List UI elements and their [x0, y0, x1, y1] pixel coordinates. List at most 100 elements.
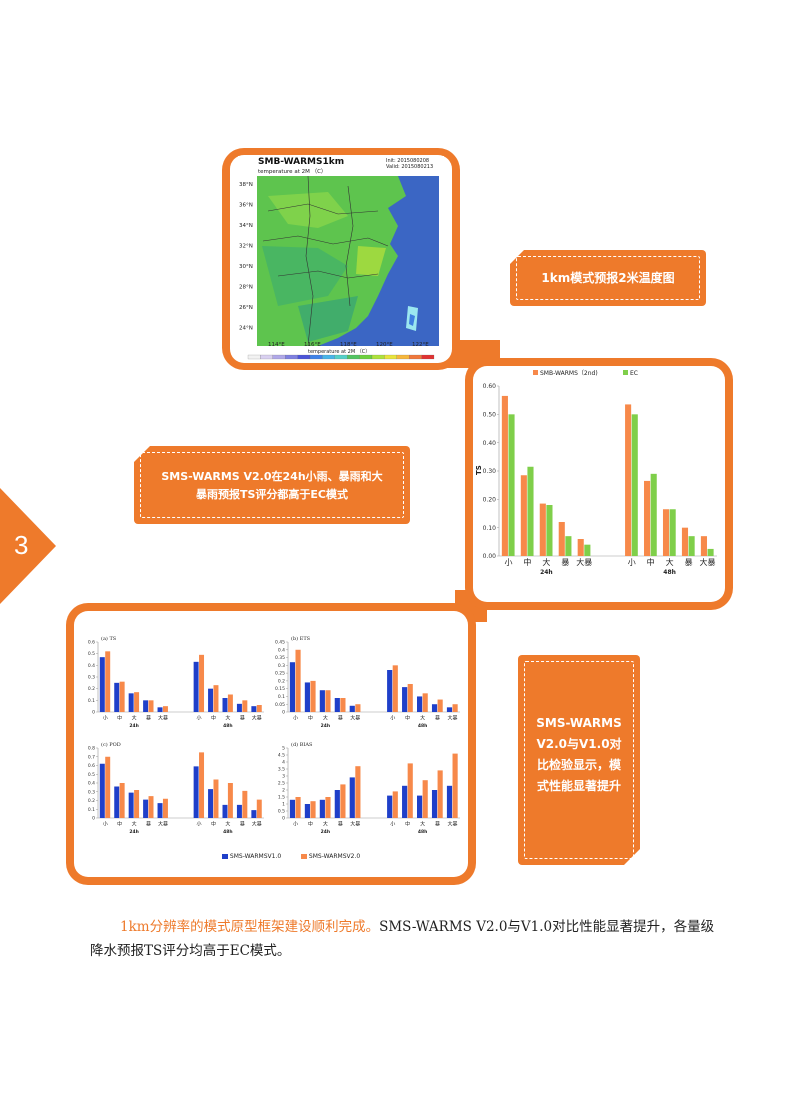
panel-title: (d) BIAS: [291, 741, 313, 748]
x-tick-label: 小: [504, 558, 512, 567]
y-tick-label: 0.2: [278, 678, 285, 684]
y-tick-label: 3: [282, 774, 285, 780]
bar: [213, 779, 219, 818]
map-lon-label: 120°E: [376, 342, 393, 348]
legend-label: EC: [630, 370, 638, 377]
bar: [256, 705, 262, 712]
bar: [227, 783, 233, 818]
y-tick-label: 0.4: [278, 647, 285, 653]
bar: [700, 536, 707, 556]
colorbar-swatch: [421, 354, 435, 360]
colorbar-swatch: [272, 354, 286, 360]
bar: [310, 680, 316, 712]
bar: [162, 798, 168, 818]
x-tick-label: 大: [323, 821, 328, 828]
x-tick-label: 大: [323, 715, 328, 722]
colorbar-swatch: [247, 354, 261, 360]
x-tick-label: 暴: [338, 715, 343, 722]
bar: [193, 661, 199, 712]
bar: [431, 790, 438, 818]
y-tick-label: 5: [282, 746, 285, 752]
bar: [452, 753, 458, 818]
map-caption-box: 1km模式预报2米温度图: [510, 250, 706, 306]
bar: [707, 548, 714, 556]
bar: [417, 696, 423, 712]
bar: [431, 704, 438, 712]
legend-v1-label: SMS-WARMSV1.0: [229, 853, 282, 860]
map-lat-label: 28°N: [239, 285, 253, 291]
colorbar-swatch: [285, 354, 298, 360]
x-tick-label: 大: [132, 821, 137, 828]
y-tick-label: 0.20: [483, 496, 497, 503]
colorbar-swatch: [409, 354, 422, 360]
summary-highlight: 1km分辨率的模式原型框架建设顺利完成。: [120, 919, 380, 935]
bar: [650, 473, 657, 556]
y-tick-label: 0: [282, 710, 285, 716]
legend-v2-label: SMS-WARMSV2.0: [308, 853, 361, 860]
y-tick-label: 0.35: [275, 655, 285, 661]
y-tick-label: 0: [282, 816, 285, 822]
map-valid: Valid: 2015080213: [386, 164, 433, 170]
group-label: 48h: [418, 723, 427, 729]
x-tick-label: 大暴: [252, 821, 262, 828]
map-bottom-label: temperature at 2M （C）: [308, 349, 370, 355]
x-tick-label: 小: [103, 715, 108, 722]
bar: [392, 665, 398, 712]
bar: [355, 766, 361, 818]
bar: [577, 539, 584, 556]
x-tick-label: 暴: [146, 821, 151, 828]
bar: [681, 527, 689, 556]
bar: [539, 503, 546, 556]
y-tick-label: 0.05: [275, 702, 285, 708]
y-tick-label: 0.45: [275, 640, 285, 646]
group-label: 48h: [223, 829, 232, 835]
bar: [105, 651, 111, 712]
bar: [319, 690, 325, 712]
group-label: 48h: [663, 569, 676, 576]
bar: [688, 536, 695, 556]
legend-v2-swatch: [301, 854, 307, 859]
bar: [295, 649, 301, 712]
x-tick-label: 小: [390, 715, 395, 722]
y-tick-label: 1.5: [278, 795, 285, 801]
x-tick-label: 小: [197, 715, 202, 722]
map-lat-label: 30°N: [239, 264, 253, 270]
temperature-map: SMB-WARMS1km Init: 2015080208 Valid: 201…: [238, 156, 444, 360]
comparison-legend: SMS-WARMSV1.0 SMS-WARMSV2.0: [222, 853, 360, 860]
panel-ets: 00.050.10.150.20.250.30.350.40.45小中大暴大暴小…: [275, 635, 460, 729]
y-tick-label: 0.8: [88, 746, 95, 752]
map-lat-label: 24°N: [239, 326, 253, 332]
colorbar-swatch: [334, 354, 348, 360]
comparison-frame: [66, 603, 476, 885]
bar: [143, 799, 149, 818]
bar: [256, 799, 262, 818]
map-lon-label: 116°E: [304, 342, 321, 348]
map-lat-label: 38°N: [239, 182, 253, 188]
bar: [387, 795, 393, 818]
y-tick-label: 0: [92, 816, 95, 822]
colorbar-swatch: [297, 354, 311, 360]
x-tick-label: 小: [628, 558, 636, 567]
bar: [119, 681, 125, 712]
bar: [392, 791, 398, 818]
panel-title: (b) ETS: [291, 635, 311, 642]
x-tick-label: 大: [542, 557, 550, 567]
panel-bias: 00.511.522.533.544.55小中大暴大暴小中大暴大暴24h 48h(…: [278, 741, 460, 835]
x-tick-label: 大暴: [448, 821, 458, 828]
x-tick-label: 中: [211, 821, 216, 828]
colorbar-swatch: [371, 354, 385, 360]
x-tick-label: 小: [293, 715, 298, 722]
x-tick-label: 暴: [435, 821, 440, 828]
map-lon-label: 114°E: [268, 342, 285, 348]
group-label: 24h: [129, 829, 138, 835]
y-tick-label: 0.50: [483, 411, 497, 418]
legend-swatch: [533, 370, 538, 375]
y-tick-label: 0.3: [88, 675, 95, 681]
bar: [662, 509, 670, 556]
bar: [452, 704, 458, 712]
bar: [387, 670, 393, 712]
bar: [105, 756, 111, 818]
x-tick-label: 暴: [435, 715, 440, 722]
x-tick-label: 大暴: [350, 821, 360, 828]
y-tick-label: 0.1: [88, 698, 95, 704]
